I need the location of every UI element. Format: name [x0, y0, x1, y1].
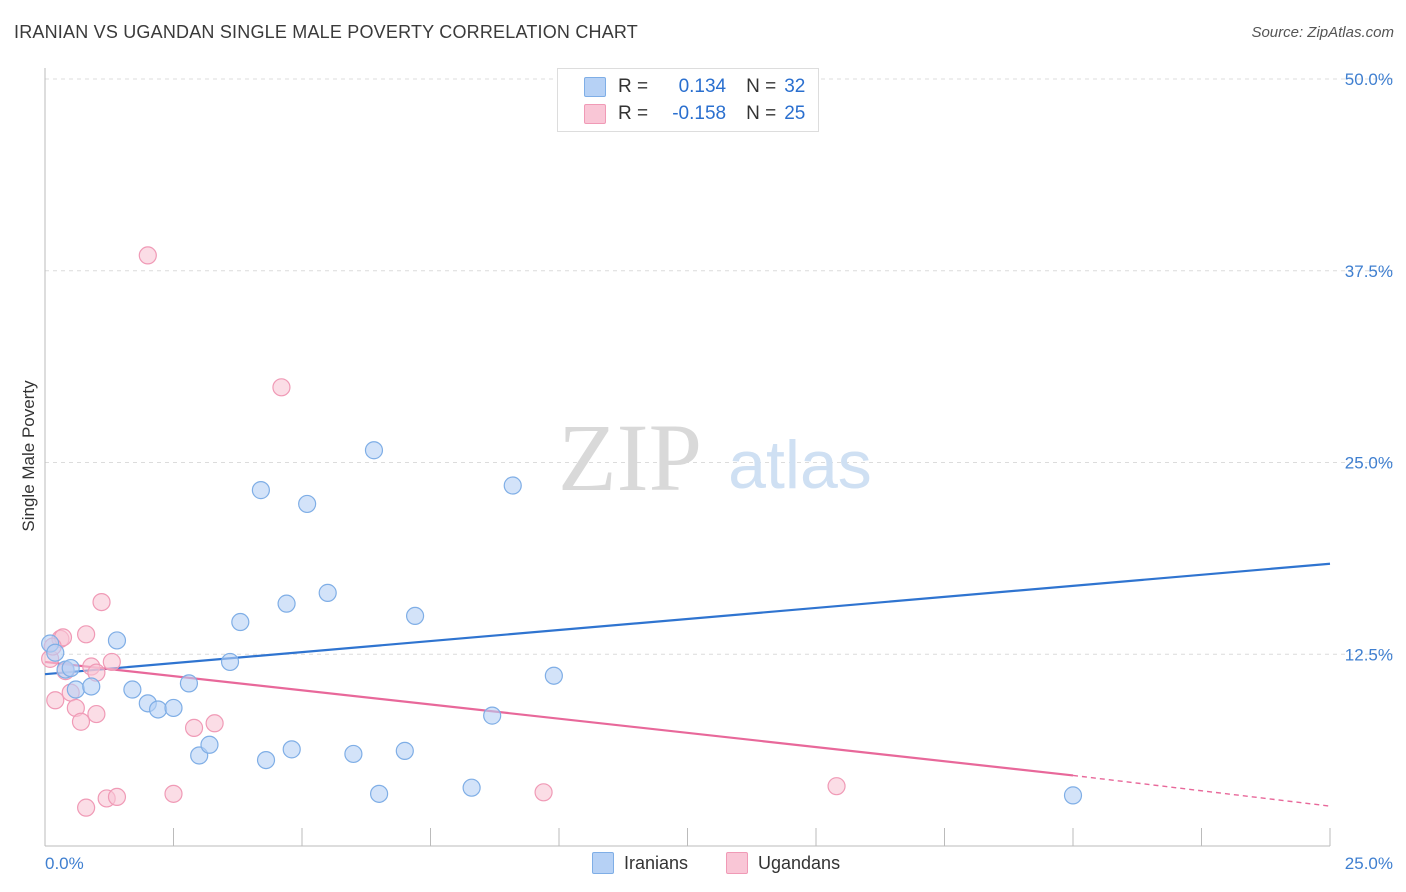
point-ugandans [77, 798, 96, 817]
grid-lines [45, 78, 1394, 655]
series-swatch-iranians [592, 852, 614, 874]
correlation-legend: R = 0.134 N = 32 R = -0.158 N = 25 [557, 68, 819, 132]
y-tick-label: 37.5% [1345, 262, 1393, 281]
data-points [41, 246, 1083, 817]
series-legend: Iranians Ugandans [0, 852, 1406, 878]
y-tick-label: 12.5% [1345, 645, 1393, 664]
legend-swatch-iranians [584, 77, 606, 97]
legend-r-label: R = [618, 103, 649, 124]
point-iranians [370, 784, 389, 803]
point-ugandans [87, 704, 106, 724]
x-tick-label: 0.0% [45, 854, 84, 873]
trend-lines [44, 562, 1331, 807]
point-ugandans [46, 691, 65, 710]
point-iranians [220, 652, 240, 672]
point-ugandans [77, 625, 96, 644]
watermark: ZIP atlas [558, 404, 872, 511]
point-iranians [395, 741, 414, 760]
series-label-iranians: Iranians [624, 852, 689, 873]
point-iranians [251, 481, 270, 500]
point-iranians [148, 700, 168, 719]
legend-n-label: N = [746, 103, 777, 124]
point-iranians [123, 680, 142, 699]
legend-row-iranians: R = 0.134 N = 32 [584, 75, 805, 99]
point-iranians [82, 677, 101, 696]
point-ugandans [272, 378, 291, 397]
point-iranians [200, 735, 219, 754]
axes [44, 68, 1331, 847]
x-tick-label: 25.0% [1345, 854, 1393, 873]
point-iranians [107, 631, 127, 650]
point-ugandans [164, 784, 183, 803]
point-ugandans [71, 712, 91, 731]
series-label-ugandans: Ugandans [758, 852, 841, 873]
point-iranians [282, 740, 301, 759]
point-iranians [179, 674, 199, 693]
point-iranians [231, 612, 250, 632]
point-ugandans [102, 652, 121, 672]
legend-n-value: 32 [784, 76, 806, 97]
point-iranians [462, 778, 481, 797]
point-iranians [544, 666, 563, 685]
y-axis-label: Single Male Poverty [19, 380, 38, 532]
point-iranians [277, 594, 296, 613]
chart-title: IRANIAN VS UGANDAN SINGLE MALE POVERTY C… [14, 22, 638, 42]
point-ugandans [184, 718, 204, 737]
legend-n-value: 25 [784, 103, 806, 124]
point-ugandans [827, 777, 846, 796]
point-iranians [405, 606, 425, 626]
trend-line-iranians [44, 562, 1331, 676]
point-ugandans [205, 714, 224, 733]
watermark-atlas: atlas [728, 427, 872, 503]
point-iranians [364, 441, 384, 460]
legend-r-value: -0.158 [672, 103, 727, 124]
point-ugandans [138, 246, 157, 265]
legend-row-ugandans: R = -0.158 N = 25 [584, 102, 805, 126]
legend-r-label: R = [618, 76, 649, 97]
point-iranians [298, 494, 317, 514]
legend-r-value: 0.134 [678, 76, 727, 97]
trend-line-ugandans-extension [1072, 774, 1331, 807]
trend-line-ugandans [44, 660, 1074, 777]
point-iranians [483, 706, 502, 725]
point-iranians [318, 583, 337, 602]
point-iranians [164, 698, 183, 718]
series-legend-iranians: Iranians [592, 852, 688, 874]
point-iranians [46, 643, 65, 662]
legend-swatch-ugandans [584, 104, 606, 124]
point-iranians [66, 680, 85, 699]
source-label: Source: ZipAtlas.com [1251, 24, 1394, 41]
series-legend-ugandans: Ugandans [726, 852, 840, 874]
point-ugandans [107, 787, 127, 807]
point-iranians [256, 750, 276, 770]
point-iranians [1063, 786, 1083, 805]
point-iranians [61, 658, 80, 678]
legend-n-label: N = [746, 76, 777, 97]
point-ugandans [534, 783, 553, 802]
point-iranians [344, 744, 363, 764]
series-swatch-ugandans [726, 852, 748, 874]
point-ugandans [92, 592, 111, 612]
y-tick-label: 50.0% [1345, 70, 1393, 89]
point-iranians [503, 476, 522, 495]
tick-labels: 12.5% 25.0% 37.5% 50.0% 0.0% 25.0% [45, 70, 1393, 873]
y-tick-label: 25.0% [1345, 454, 1393, 473]
watermark-zip: ZIP [558, 404, 702, 511]
